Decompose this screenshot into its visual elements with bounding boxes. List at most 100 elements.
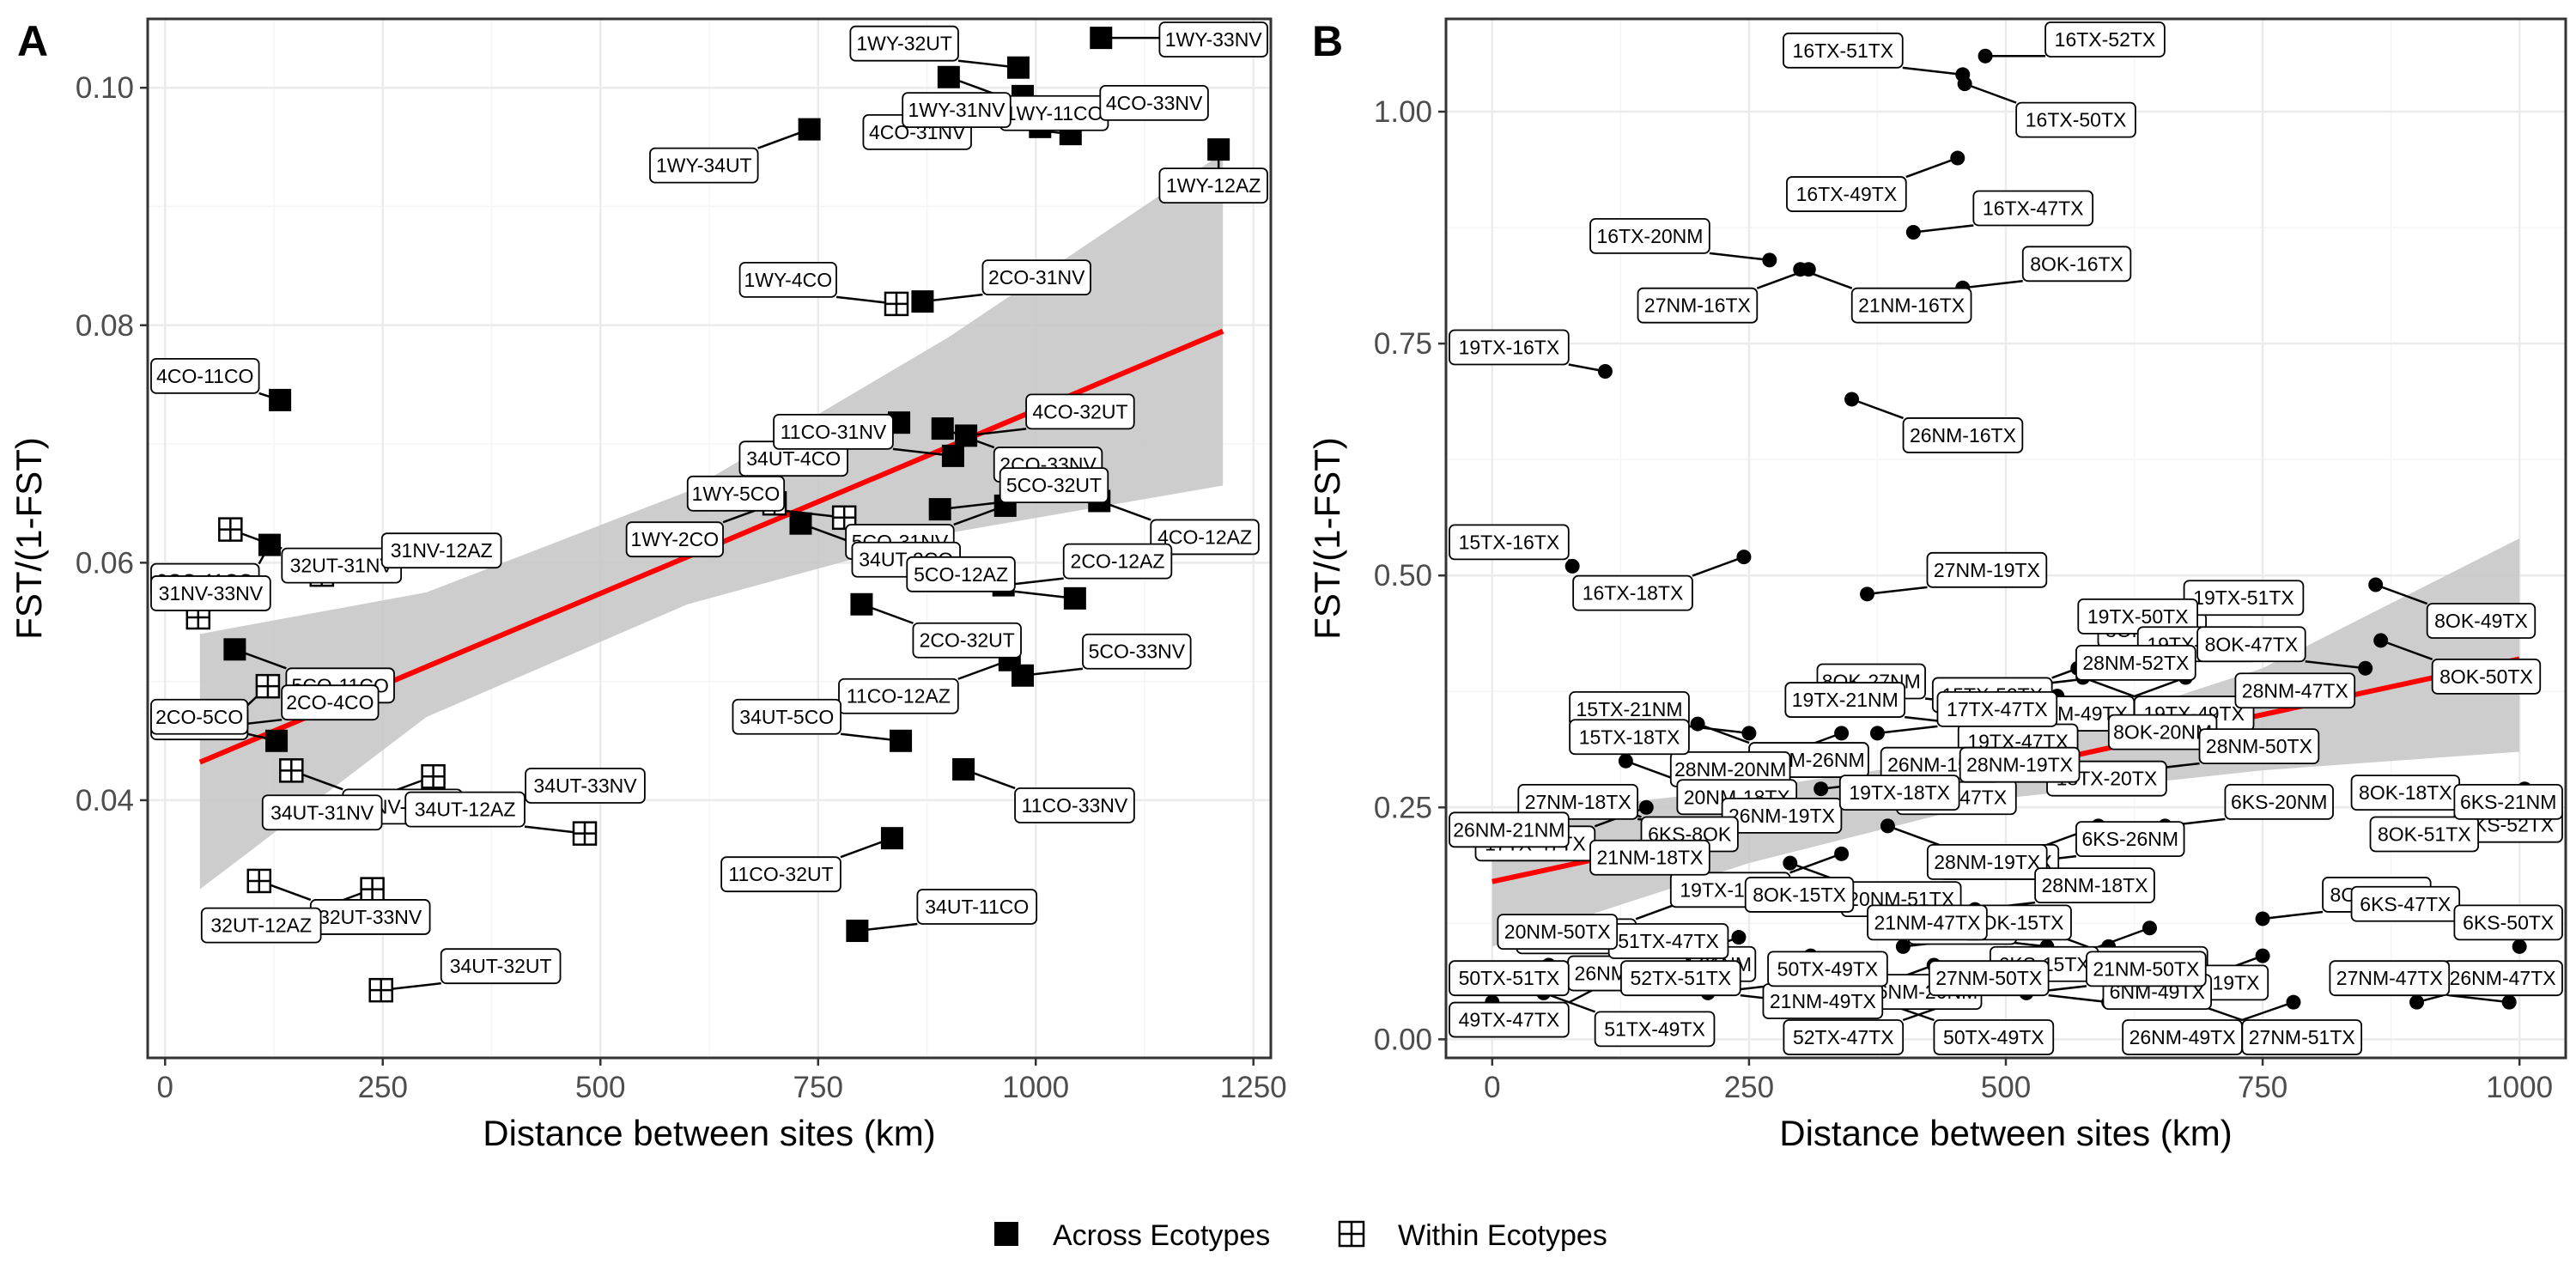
data-point	[884, 291, 909, 317]
point-label-box	[1099, 84, 1209, 121]
data-point	[1834, 726, 1850, 741]
point-label-text: 1WY-34UT	[656, 155, 752, 177]
data-point	[880, 827, 903, 850]
data-point	[789, 512, 812, 535]
data-point	[1012, 664, 1035, 687]
x-tick-label: 750	[2238, 1071, 2287, 1104]
point-label-text: 1WY-32UT	[856, 33, 952, 55]
point-label-text: 11CO-12AZ	[847, 685, 951, 708]
point-label: 19TX-16TX	[1449, 329, 1570, 366]
point-label-text: 26NM-19TX	[1728, 805, 1835, 827]
label-connector	[1789, 853, 1843, 874]
point-label: 20NM-50TX	[1497, 914, 1619, 951]
point-label: 8OK-20NM	[2107, 714, 2218, 750]
point-label-text: 6KS-50TX	[2463, 911, 2554, 933]
point-label-text: 34UT-4CO	[746, 447, 841, 470]
point-label-box	[2034, 867, 2155, 904]
data-point	[1895, 939, 1911, 954]
y-tick-label: 0.00	[1374, 1023, 1432, 1056]
point-label: 27NM-19TX	[1926, 551, 2048, 588]
point-label: 1WY-32UT	[849, 25, 959, 62]
label-connector	[2262, 910, 2324, 920]
point-label-box	[1497, 914, 1619, 951]
point-label-text: 26NM-21NM	[1453, 818, 1564, 841]
point-label: 15TX-18TX	[1569, 719, 1690, 756]
point-label: 2CO-4CO	[281, 684, 380, 721]
point-label-text: 15TX-21NM	[1577, 698, 1683, 720]
point-label-text: 50TX-49TX	[1777, 957, 1879, 980]
point-label: 26NM-49TX	[2122, 1019, 2243, 1055]
point-label-box	[380, 532, 502, 569]
point-label-box	[1449, 960, 1570, 997]
x-tick-label: 750	[793, 1071, 843, 1104]
point-label-text: 5CO-33NV	[1089, 641, 1186, 663]
data-point	[246, 868, 272, 894]
point-label: 8OK-50TX	[2431, 658, 2542, 695]
data-point	[1783, 855, 1798, 871]
point-label-text: 28NM-18TX	[2042, 874, 2148, 896]
point-label-text: 21NM-18TX	[1596, 847, 1703, 869]
data-point	[941, 444, 964, 467]
point-label: 26NM-16TX	[1902, 417, 2024, 453]
legend-key-within: Within Ecotypes	[1338, 1219, 1607, 1252]
point-label: 32UT-31NV	[281, 547, 403, 584]
point-label-box	[1449, 811, 1570, 848]
data-point	[1869, 726, 1885, 741]
point-label: 34UT-31NV	[261, 794, 383, 831]
point-label-box	[1082, 633, 1192, 670]
data-point	[2358, 660, 2373, 676]
confidence-ribbon	[1492, 538, 2520, 947]
point-label-box	[2075, 821, 2185, 858]
point-label: 1WY-34UT	[649, 147, 759, 184]
point-label-text: 32UT-33NV	[319, 906, 422, 928]
point-label-box	[2198, 728, 2320, 764]
y-tick-label: 0.75	[1374, 327, 1432, 361]
point-label-box	[902, 92, 1012, 129]
point-label-box	[440, 948, 562, 985]
point-label: 16TX-50TX	[2015, 101, 2136, 138]
point-label-text: 19TX-16TX	[1459, 337, 1560, 359]
point-label: 27NM-18TX	[1517, 784, 1639, 820]
point-label-box	[732, 698, 841, 735]
data-point	[2142, 920, 2157, 936]
y-tick-label: 0.25	[1374, 791, 1432, 824]
point-label: 52TX-47TX	[1783, 1019, 1905, 1055]
data-point	[850, 592, 873, 616]
point-label: 6KS-26NM	[2075, 821, 2185, 858]
data-point	[1844, 392, 1860, 407]
legend-label: Within Ecotypes	[1398, 1219, 1607, 1252]
point-label-box	[1744, 877, 1855, 913]
label-connector	[2241, 1000, 2294, 1022]
point-label-box	[1620, 960, 1741, 997]
data-point	[1006, 56, 1030, 79]
x-tick-label: 250	[358, 1071, 408, 1104]
confidence-ribbon	[199, 153, 1224, 890]
point-label-box	[404, 791, 526, 828]
point-label-text: 26NM-47TX	[2450, 967, 2556, 989]
point-label: 4CO-11CO	[150, 357, 260, 394]
point-label: 31NV-33NV	[150, 575, 271, 611]
y-tick-label: 0.06	[76, 546, 134, 580]
point-label-text: 34UT-5CO	[739, 706, 834, 728]
data-point	[1978, 48, 1993, 64]
point-label-text: 49TX-47TX	[1459, 1009, 1560, 1031]
data-point	[1564, 558, 1580, 574]
data-point	[1905, 224, 1921, 240]
point-label: 51TX-47TX	[1607, 923, 1729, 959]
point-label-box	[649, 147, 759, 184]
point-label-text: 28NM-47TX	[2242, 679, 2348, 702]
data-point	[265, 729, 289, 752]
point-label-box	[2015, 101, 2136, 138]
point-label-text: 8OK-18TX	[2359, 781, 2452, 804]
point-label-box	[1637, 287, 1759, 324]
point-label-box	[2350, 885, 2461, 922]
label-connector	[2305, 660, 2366, 670]
point-label-text: 6KS-26NM	[2082, 828, 2178, 850]
point-label: 8OK-15TX	[1744, 877, 1855, 913]
point-label-text: 8OK-51TX	[2378, 823, 2471, 846]
data-point	[279, 758, 304, 783]
y-tick-label: 0.08	[76, 309, 134, 343]
point-label-text: 28NM-50TX	[2206, 735, 2312, 757]
label-connector	[1877, 725, 1938, 735]
